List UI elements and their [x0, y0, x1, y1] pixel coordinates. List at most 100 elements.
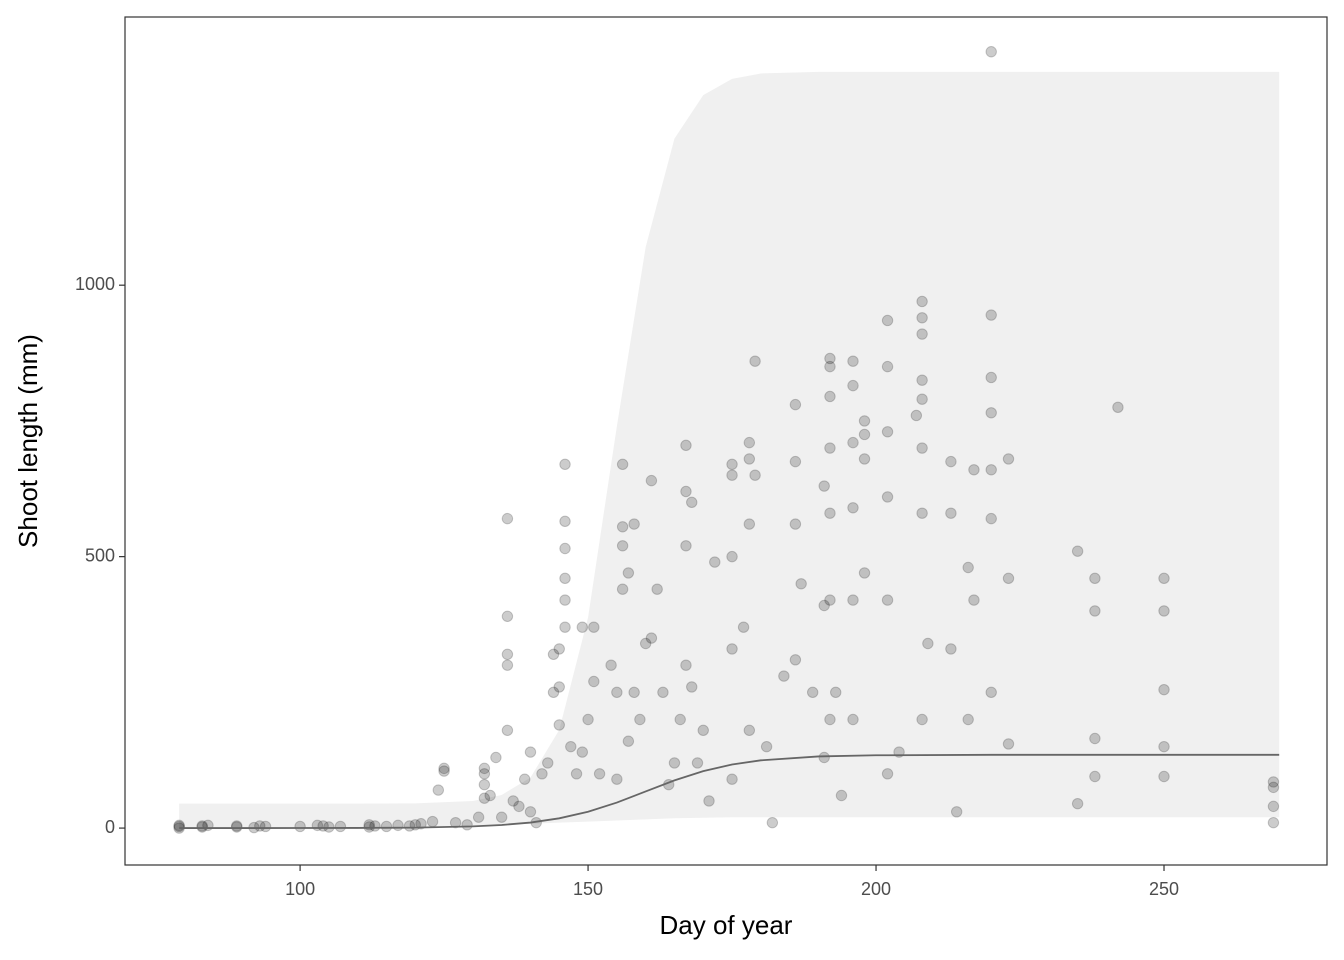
x-tick-label: 100 — [285, 879, 315, 899]
data-point — [806, 686, 819, 699]
data-point — [616, 521, 629, 533]
data-point — [985, 371, 997, 384]
data-point — [962, 713, 974, 726]
data-point — [438, 765, 450, 777]
data-point — [490, 751, 502, 764]
data-point — [824, 713, 836, 726]
data-point — [588, 621, 600, 633]
data-point — [628, 686, 640, 699]
data-point — [766, 816, 779, 829]
data-point — [501, 724, 514, 737]
data-point — [824, 360, 836, 373]
data-point — [916, 507, 928, 519]
data-point — [611, 773, 623, 785]
data-point — [847, 355, 859, 367]
data-point — [524, 806, 537, 818]
data-point — [593, 768, 606, 780]
data-point — [824, 352, 836, 365]
x-tick-label: 200 — [861, 879, 891, 899]
data-point — [1158, 605, 1170, 617]
data-point — [553, 643, 565, 655]
data-point — [173, 819, 185, 832]
data-point — [196, 821, 208, 833]
data-point — [634, 713, 646, 726]
data-point — [680, 485, 692, 498]
data-point — [259, 820, 272, 833]
data-point — [1089, 572, 1101, 585]
data-point — [680, 659, 692, 671]
data-point — [559, 572, 571, 585]
data-point — [611, 686, 623, 699]
data-point — [743, 724, 756, 737]
data-point — [449, 816, 462, 829]
data-point — [553, 681, 565, 693]
data-point — [392, 819, 404, 832]
data-point — [1002, 738, 1015, 750]
data-point — [478, 792, 491, 804]
data-point — [415, 818, 427, 830]
data-point — [484, 789, 496, 802]
data-point — [1267, 800, 1280, 813]
data-point — [622, 567, 635, 579]
data-point — [1158, 683, 1170, 696]
data-point — [824, 442, 836, 454]
data-point — [743, 453, 756, 465]
panel-border — [124, 16, 1328, 866]
plot-area — [173, 46, 1280, 834]
data-point — [294, 820, 306, 833]
data-point — [1071, 545, 1084, 557]
data-point — [945, 643, 957, 655]
data-point — [559, 458, 571, 471]
y-axis-title: Shoot length (mm) — [13, 334, 43, 548]
data-point — [968, 594, 980, 606]
data-point — [231, 820, 243, 832]
data-point — [726, 773, 738, 785]
y-tick-label: 1000 — [75, 274, 115, 294]
data-point — [639, 637, 652, 650]
data-point — [559, 542, 571, 555]
data-point — [847, 379, 859, 392]
data-point — [916, 328, 928, 340]
data-point — [818, 599, 830, 612]
data-point — [847, 436, 859, 449]
data-point — [709, 556, 721, 568]
data-point — [726, 469, 738, 481]
data-point — [916, 374, 928, 386]
data-point — [605, 659, 617, 671]
data-point — [668, 757, 681, 769]
data-point — [858, 453, 871, 465]
data-point — [697, 724, 709, 737]
data-point — [818, 751, 830, 764]
data-point — [985, 464, 997, 476]
data-point — [622, 735, 635, 747]
data-point — [916, 442, 928, 454]
data-point — [686, 681, 698, 693]
data-point — [680, 540, 692, 552]
data-point — [582, 713, 594, 726]
data-point — [881, 360, 894, 373]
data-point — [881, 491, 894, 503]
data-point — [824, 390, 836, 403]
data-point — [789, 398, 802, 411]
data-point — [478, 762, 491, 775]
data-point — [588, 675, 600, 688]
data-point — [536, 768, 548, 780]
data-point — [576, 746, 589, 758]
data-point — [501, 659, 514, 671]
y-tick-label: 500 — [85, 545, 115, 565]
data-point — [743, 518, 756, 530]
data-point — [962, 561, 974, 574]
data-point — [847, 502, 859, 514]
data-point — [472, 811, 485, 823]
data-point — [945, 507, 957, 519]
data-point — [380, 820, 393, 833]
data-point — [478, 778, 491, 791]
data-point — [559, 594, 571, 606]
data-point — [985, 46, 997, 58]
data-point — [501, 512, 514, 525]
data-point — [559, 621, 571, 633]
data-point — [945, 455, 957, 468]
data-point — [1112, 401, 1124, 414]
data-point — [760, 740, 773, 753]
data-point — [985, 512, 997, 525]
